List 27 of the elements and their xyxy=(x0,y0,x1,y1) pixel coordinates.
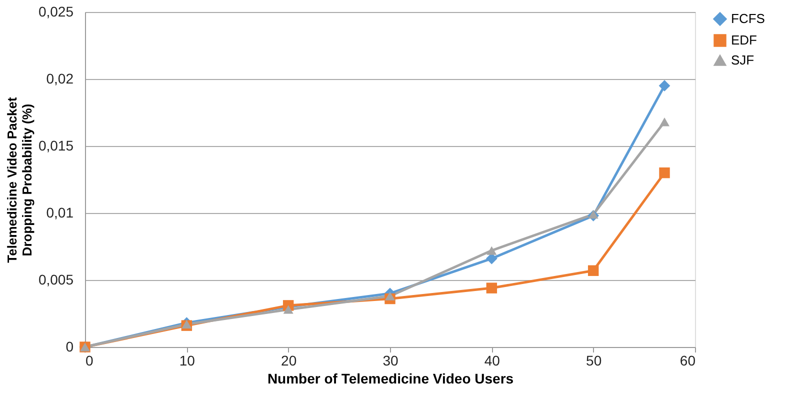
legend-label: FCFS xyxy=(731,11,766,26)
point xyxy=(588,210,598,219)
x-tick-label: 20 xyxy=(281,352,297,368)
x-tick-label: 30 xyxy=(382,352,398,368)
y-tick-label: 0,01 xyxy=(46,204,74,220)
y-axis-title: Telemedicine Video Packet Dropping Probability (%) xyxy=(4,96,34,263)
point xyxy=(283,305,294,314)
point xyxy=(486,282,498,294)
point xyxy=(659,167,670,178)
point xyxy=(486,246,497,255)
x-tick-label: 10 xyxy=(179,352,196,368)
x-tick-label: 40 xyxy=(484,352,500,368)
legend-label: EDF xyxy=(731,32,758,48)
legend-label: SJF xyxy=(731,52,754,68)
point xyxy=(658,80,670,92)
point xyxy=(385,292,395,300)
y-tick-label: 0,025 xyxy=(38,4,74,20)
y-tick-label: 0 xyxy=(66,338,74,354)
y-tick-label: 0,015 xyxy=(38,138,74,154)
x-tick-label: 60 xyxy=(680,352,696,368)
point xyxy=(660,118,670,126)
point xyxy=(588,265,599,276)
x-tick-label: 0 xyxy=(86,352,94,368)
y-tick-label: 0,005 xyxy=(38,272,74,288)
x-tick-label: 50 xyxy=(586,352,602,368)
x-axis-title: Number of Telemedicine Video Users xyxy=(267,370,514,386)
y-tick-label: 0,02 xyxy=(46,70,74,86)
